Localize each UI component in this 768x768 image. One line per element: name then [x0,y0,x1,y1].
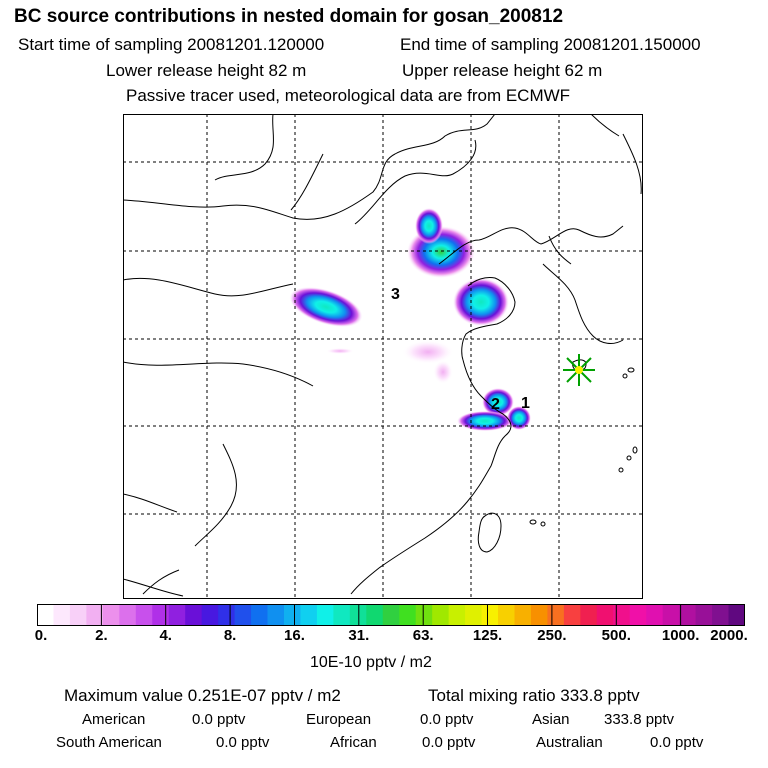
colorbar-swatch [580,604,598,626]
colorbar-tick-label: 4. [159,627,172,644]
map-frame [123,114,643,599]
maximum-value: Maximum value 0.251E-07 pptv / m2 [64,686,341,705]
european-value: 0.0 pptv [420,711,474,728]
graticule [123,114,643,599]
plume-faint [326,340,454,384]
colorbar-swatch [399,604,417,626]
colorbar-tick-label: 125. [472,627,503,644]
region-label-3: 3 [391,286,400,303]
colorbar-swatch [366,604,384,626]
colorbar-swatch [629,604,647,626]
colorbar-swatch [86,604,104,626]
colorbar-tick-label: 0. [34,627,48,644]
colorbar-tick-label: 2. [95,627,108,644]
colorbar-tick-label: 1000. [661,627,700,644]
colorbar-tick-label: 8. [223,627,237,644]
american-value: 0.0 pptv [192,711,246,728]
colorbar-swatch [185,604,203,626]
end-time-label: End time of sampling 20081201.150000 [400,35,701,54]
colorbar-swatch [135,604,153,626]
colorbar-swatch [316,604,334,626]
colorbar-swatch [102,604,120,626]
colorbar-swatch [465,604,483,626]
colorbar-tick-label: 31. [348,627,370,644]
plume-beijing [407,208,475,278]
colorbar-swatch [415,604,433,626]
gosan-receptor-icon [563,354,595,386]
colorbar-swatch [37,604,54,626]
colorbar-swatch [53,604,71,626]
south-american-value: 0.0 pptv [216,734,270,751]
colorbar-swatch [69,604,87,626]
african-value: 0.0 pptv [422,734,476,751]
american-label: American [82,711,146,728]
colorbar-swatch [201,604,219,626]
plume-shandong [453,278,509,326]
colorbar-swatch [168,604,186,626]
colorbar-swatch [596,604,614,626]
total-mixing-ratio: Total mixing ratio 333.8 pptv [428,686,640,705]
colorbar-swatch [728,604,745,626]
tracer-note: Passive tracer used, meteorological data… [126,86,571,105]
colorbar-swatch [119,604,137,626]
colorbar-tick-label: 63. [412,627,434,644]
colorbar-swatch [679,604,697,626]
region-label-2: 2 [491,396,500,413]
plume-central [289,287,363,327]
colorbar-swatch [218,604,236,626]
asian-label: Asian [532,711,570,728]
colorbar-swatch [695,604,713,626]
coastlines [123,114,642,597]
upper-release-label: Upper release height 62 m [402,61,603,80]
colorbar-swatch [333,604,351,626]
colorbar-tick-label: 250. [537,627,567,644]
colorbar-tick-label: 500. [601,627,631,644]
colorbar-swatch [514,604,532,626]
colorbar-frame [37,604,745,626]
colorbar-units: 10E-10 pptv / m2 [310,654,432,671]
region-label-1: 1 [521,395,530,412]
colorbar-swatch [432,604,450,626]
colorbar-swatch [283,604,301,626]
south-american-label: South American [56,734,162,751]
colorbar-swatch [563,604,581,626]
european-label: European [306,711,372,728]
colorbar-swatch [662,604,680,626]
colorbar-swatch [646,604,664,626]
colorbar-swatch [613,604,631,626]
colorbar-swatch [267,604,285,626]
colorbar-swatch [530,604,548,626]
australian-value: 0.0 pptv [650,734,704,751]
colorbar-swatch [300,604,318,626]
start-time-label: Start time of sampling 20081201.120000 [18,35,325,54]
colorbar-swatch [382,604,400,626]
islands [477,359,638,553]
colorbar-swatch [234,604,252,626]
map-panel: 3 2 1 [123,114,643,599]
colorbar [37,604,745,626]
australian-label: Australian [536,734,603,751]
colorbar-swatch [251,604,269,626]
plot-title: BC source contributions in nested domain… [14,6,564,27]
lower-release-label: Lower release height 82 m [106,61,307,80]
colorbar-swatch [498,604,515,626]
colorbar-swatch [448,604,466,626]
african-label: African [330,734,377,751]
colorbar-swatch [481,604,499,626]
colorbar-swatch [712,604,730,626]
asian-value: 333.8 pptv [604,711,675,728]
colorbar-swatch [152,604,170,626]
colorbar-swatch [547,604,565,626]
colorbar-tick-label: 16. [284,627,305,644]
colorbar-tick-label: 2000. [710,627,748,644]
